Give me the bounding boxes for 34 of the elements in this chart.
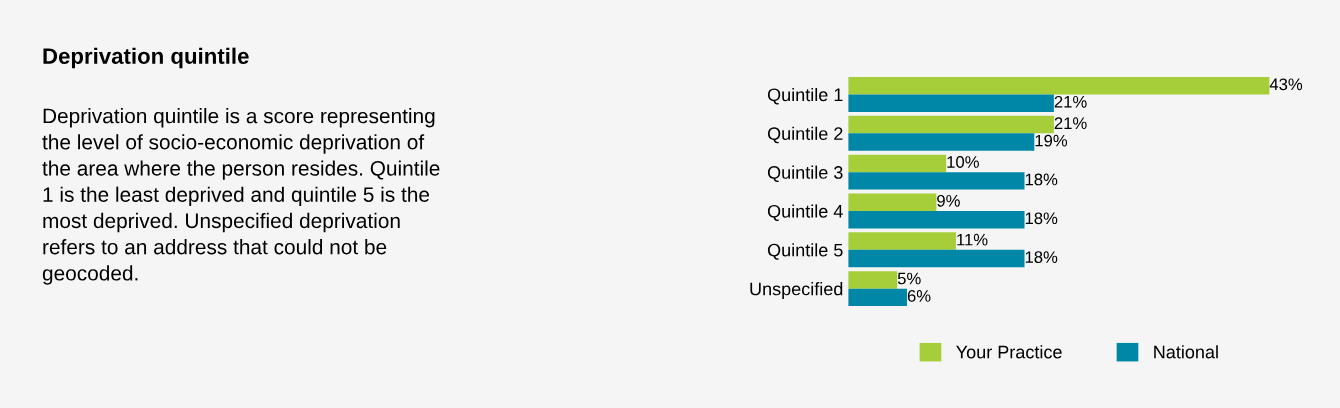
y-tick-label: Quintile 1 (767, 87, 843, 105)
data-label: 9% (937, 194, 960, 207)
data-label: 5% (897, 272, 921, 285)
legend-label: Your Practice (956, 345, 1062, 359)
bar (848, 249, 1025, 268)
bar (848, 115, 1054, 134)
y-tick-label: Unspecified (750, 282, 843, 299)
bar (848, 193, 937, 211)
data-label: 11% (957, 233, 988, 246)
data-label: 43% (1269, 78, 1303, 91)
y-tick-label: Quintile 3 (767, 165, 843, 183)
data-label: 10% (947, 156, 979, 168)
data-label: 18% (1025, 173, 1058, 186)
y-tick-label: Quintile 4 (767, 204, 843, 221)
text: Deprivation quintile (43, 47, 249, 69)
y-tick-label: Quintile 5 (767, 243, 843, 260)
bar (848, 288, 907, 307)
bar (848, 77, 1270, 95)
bar (848, 232, 956, 250)
data-label: 18% (1025, 212, 1058, 225)
data-label: 21% (1054, 117, 1087, 129)
bar (848, 210, 1025, 229)
data-label: 6% (907, 290, 931, 302)
bar (848, 94, 1054, 112)
bar (848, 271, 898, 289)
legend-label: National (1154, 345, 1218, 359)
data-label: 21% (1054, 95, 1087, 108)
bar (848, 154, 947, 173)
bar (848, 172, 1025, 190)
bar (848, 133, 1035, 151)
data-label: 18% (1025, 251, 1058, 264)
text: Deprivation quintile is a score representing the level of socio-economic deprivation of the area where the person resides. Quintile 1 is the least deprived and quintile 5 is the most deprived. Unspecified deprivation refers to an address that could not be geocoded. (42, 108, 440, 285)
y-tick-label: Quintile 2 (767, 126, 843, 144)
data-label: 19% (1035, 134, 1068, 147)
